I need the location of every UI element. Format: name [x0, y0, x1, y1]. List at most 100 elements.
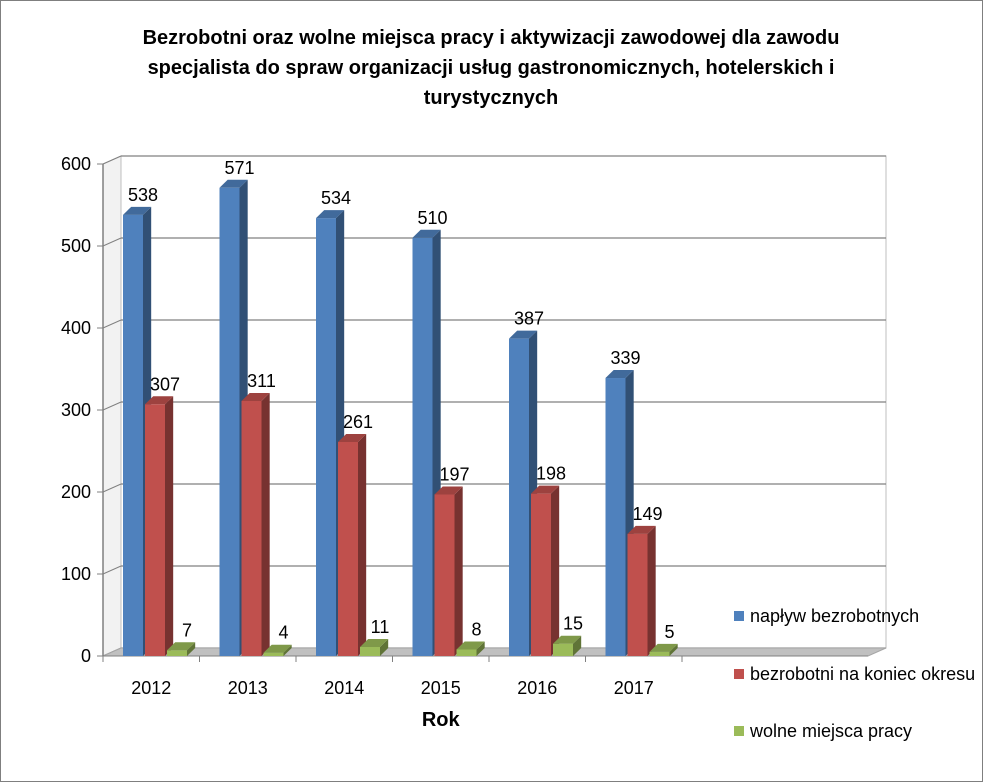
bar-side [358, 433, 367, 656]
gridline-side [102, 155, 122, 165]
bar-front [219, 187, 240, 656]
x-tick-label: 2013 [228, 678, 268, 698]
data-label: 15 [563, 614, 583, 634]
bar-2013-2 [263, 644, 292, 656]
data-label: 11 [371, 617, 390, 637]
bar-side [380, 638, 389, 656]
bar-2016-2 [553, 635, 582, 656]
data-label: 311 [247, 371, 276, 391]
bar-2014-2 [360, 638, 389, 656]
bar-side [573, 635, 582, 656]
bar-top [531, 485, 560, 494]
bar-front [360, 646, 380, 656]
bar-2014-1 [338, 433, 367, 656]
bar-front [434, 494, 455, 656]
bar-top [434, 486, 463, 495]
bar-2012-2 [167, 642, 196, 656]
data-label: 339 [610, 348, 640, 368]
gridline-side [102, 237, 122, 247]
data-label: 510 [417, 208, 447, 228]
bar-2012-1 [145, 396, 174, 656]
bar-front [509, 338, 529, 656]
chart-title: Bezrobotni oraz wolne miejsca pracy i ak… [142, 27, 840, 109]
y-tick-label: 300 [61, 400, 91, 420]
data-label: 8 [471, 619, 481, 639]
data-label: 198 [536, 464, 566, 484]
y-tick-label: 500 [61, 236, 91, 256]
bar-2017-2 [649, 643, 678, 656]
bar-top [219, 179, 248, 188]
data-label: 4 [278, 623, 288, 643]
data-label: 7 [182, 620, 192, 640]
bar-front [649, 651, 670, 656]
legend-swatch-vacancies [734, 726, 744, 736]
data-label: 5 [664, 622, 674, 642]
data-label: 538 [128, 185, 158, 205]
bar-front [456, 649, 477, 656]
x-axis-title: Rok [422, 709, 461, 731]
bar-top [145, 396, 174, 405]
bar-front [167, 650, 187, 656]
gridline-side [102, 319, 122, 329]
data-label: 149 [632, 504, 662, 524]
data-label: 571 [224, 158, 254, 178]
legend-swatch-inflow [734, 611, 744, 621]
bar-top [263, 644, 292, 653]
bar-front [553, 643, 573, 656]
bar-side [551, 485, 560, 656]
legend-label-vacancies: wolne miejsca pracy [750, 721, 913, 741]
bar-top [167, 642, 196, 651]
bar-top [412, 229, 441, 238]
data-label: 197 [439, 464, 469, 484]
bar-top [123, 206, 152, 215]
bar-front [241, 400, 262, 656]
bar-top [316, 210, 345, 219]
gridline-side [102, 483, 122, 493]
bar-top [509, 330, 538, 339]
bar-side [187, 642, 196, 656]
bar-front [316, 218, 336, 656]
data-label: 387 [514, 309, 544, 329]
x-tick-label: 2016 [517, 678, 557, 698]
legend-label-inflow: napływ bezrobotnych [750, 606, 920, 626]
bar-2017-1 [627, 525, 656, 656]
legend-swatch-unemployed-end [734, 669, 744, 679]
y-tick-label: 600 [61, 154, 91, 174]
bar-side [283, 644, 292, 656]
bar-2015-2 [456, 641, 485, 656]
x-tick-label: 2015 [421, 678, 461, 698]
bar-top [627, 525, 656, 534]
bar-front [263, 652, 284, 656]
bar-side [261, 392, 270, 656]
data-label: 534 [321, 188, 351, 208]
gridline-side [102, 401, 122, 411]
bar-side [454, 486, 463, 656]
x-tick-label: 2012 [131, 678, 171, 698]
y-tick-label: 100 [61, 564, 91, 584]
bar-top [456, 641, 485, 650]
y-tick-label: 400 [61, 318, 91, 338]
bar-top [605, 370, 634, 379]
bar-side [165, 396, 174, 656]
legend-label-unemployed-end: bezrobotni na koniec okresu [750, 664, 976, 684]
bar-front [145, 404, 165, 656]
bar-front [412, 237, 433, 657]
bar-front [605, 378, 626, 656]
bar-top [241, 392, 270, 401]
gridline-side [102, 565, 122, 575]
data-label: 307 [150, 374, 180, 394]
bar-front [338, 441, 358, 656]
bar-front [627, 533, 648, 656]
x-tick-label: 2017 [614, 678, 654, 698]
bar-side [669, 643, 678, 656]
y-tick-label: 0 [81, 646, 91, 666]
bar-2015-1 [434, 486, 463, 656]
bar-front [531, 493, 551, 656]
bar-front [123, 214, 143, 656]
bar-top [553, 635, 582, 644]
bar-top [360, 638, 389, 647]
bar-2013-1 [241, 392, 270, 656]
bar-side [647, 525, 656, 656]
